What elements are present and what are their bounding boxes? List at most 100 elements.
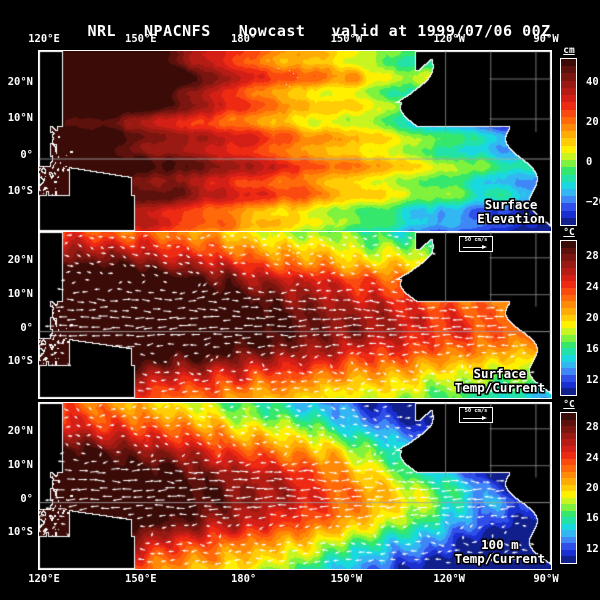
lat-tick-0: 20°N	[7, 254, 33, 267]
colorbar-band-18	[561, 530, 576, 537]
lon-tick-2: 180°	[230, 33, 257, 45]
colorbar-band-4	[561, 87, 576, 96]
colorbar-band-11	[561, 484, 576, 492]
colorbar-band-15	[561, 167, 576, 175]
colorbar-band-6	[561, 452, 576, 459]
colorbar-band-19	[561, 368, 576, 376]
colorbar-tick-label-2: 20	[586, 312, 599, 324]
colorbar-tick-label-1: 20	[586, 116, 599, 128]
colorbar-band-11	[561, 138, 576, 146]
colorbar-band-20	[561, 375, 576, 382]
colorbar-band-0	[561, 413, 576, 420]
colorbar-tick-label-4: 12	[586, 374, 599, 387]
colorbar-tick-label-1: 24	[586, 280, 599, 293]
colorbar-band-8	[561, 294, 576, 302]
vector-scale-label-panel-3: 50 cm/s	[464, 408, 488, 414]
lon-tick-0: 120°E	[28, 33, 60, 45]
colorbar-band-9	[561, 471, 576, 479]
colorbar-band-6	[561, 102, 576, 110]
lon-tick-3: 150°W	[330, 33, 363, 45]
colorbar-band-3	[561, 432, 576, 440]
colorbar-band-20	[561, 203, 576, 211]
panel-label-surface-elevation: Surface Elevation	[477, 197, 545, 226]
colorbar-band-11	[561, 314, 576, 322]
colorbar-band-14	[561, 504, 576, 511]
colorbar-band-9	[561, 123, 576, 132]
panel-label-surface-temp-current: Surface Temp/Current	[454, 366, 545, 395]
map-panel-100m-temp-current[interactable]: 50 cm/s 100 m Temp/Current	[38, 402, 552, 570]
colorbar-band-22	[561, 217, 576, 226]
colorbar-tick-label-3: 16	[586, 512, 599, 525]
lat-tick-3: 10°S	[7, 526, 33, 539]
colorbar-band-9	[561, 301, 576, 309]
lat-tick-2: 0°	[20, 492, 33, 505]
colorbar-band-17	[561, 523, 576, 531]
lon-tick-1: 150°E	[124, 33, 157, 45]
colorbar-band-5	[561, 274, 576, 282]
colorbar-band-4	[561, 267, 576, 275]
colorbar-band-18	[561, 188, 576, 197]
colorbar-ticks-1: 40 20 0 −20	[580, 58, 600, 226]
lon-tick-5: 90°W	[533, 33, 559, 45]
colorbar-band-21	[561, 210, 576, 218]
colorbar-gradient-3	[560, 412, 577, 564]
vector-scale-arrow-icon	[463, 244, 489, 250]
colorbar-surface-temp: °C 28 24 20 16 12	[558, 227, 600, 396]
latitude-axis-panel-1: 20°N 10°N 0° 10°S	[0, 50, 36, 232]
longitude-axis-top: 120°E 150°E 180° 150°W 120°W 90°W	[0, 33, 600, 47]
colorbar-band-1	[561, 247, 576, 255]
colorbar-tick-label-3: 16	[586, 343, 599, 356]
colorbar-band-12	[561, 321, 576, 329]
colorbar-band-16	[561, 174, 576, 182]
colorbar-band-15	[561, 341, 576, 349]
colorbar-tick-label-0: 40	[586, 76, 599, 88]
colorbar-band-0	[561, 241, 576, 248]
colorbar-band-7	[561, 109, 576, 117]
latitude-axis-panel-2: 20°N 10°N 0° 10°S	[0, 231, 36, 399]
colorbar-unit-cm: cm	[563, 45, 575, 56]
colorbar-band-10	[561, 308, 576, 315]
colorbar-band-17	[561, 181, 576, 189]
map-panel-surface-temp-current[interactable]: 50 cm/s Surface Temp/Current	[38, 231, 552, 399]
lat-tick-2: 0°	[20, 148, 33, 161]
map-panel-surface-elevation[interactable]: Surface Elevation	[38, 50, 552, 232]
colorbar-band-8	[561, 116, 576, 124]
colorbar-band-6	[561, 281, 576, 288]
colorbar-band-10	[561, 131, 576, 139]
colorbar-band-4	[561, 439, 576, 446]
header-agency: NRL	[87, 22, 117, 40]
colorbar-tick-label-4: 12	[586, 542, 599, 555]
colorbar-band-22	[561, 388, 576, 396]
lon-tick-2: 180°	[230, 573, 257, 585]
colorbar-band-10	[561, 478, 576, 485]
colorbar-band-14	[561, 160, 576, 168]
header-run-type: Nowcast	[238, 22, 306, 40]
colorbar-band-3	[561, 261, 576, 268]
latitude-axis-panel-3: 20°N 10°N 0° 10°S	[0, 402, 36, 570]
longitude-axis-bottom: 120°E 150°E 180° 150°W 120°W 90°W	[0, 573, 600, 587]
colorbar-ticks-2: 28 24 20 16 12	[580, 240, 600, 396]
map-raster-surface-elevation	[39, 51, 551, 231]
colorbar-band-16	[561, 517, 576, 524]
colorbar-gradient-1	[560, 58, 577, 226]
vector-scale-box-panel-2: 50 cm/s	[459, 236, 493, 253]
colorbar-band-13	[561, 497, 576, 505]
colorbar-ticks-3: 28 24 20 16 12	[580, 412, 600, 564]
colorbar-tick-label-0: 28	[586, 249, 599, 262]
colorbar-band-16	[561, 348, 576, 355]
lat-tick-0: 20°N	[7, 425, 33, 438]
lat-tick-1: 10°N	[7, 288, 33, 300]
lat-tick-0: 20°N	[7, 75, 33, 88]
colorbar-band-2	[561, 254, 576, 262]
colorbar-gradient-2	[560, 240, 577, 396]
vector-scale-label-panel-2: 50 cm/s	[464, 237, 488, 243]
colorbar-band-13	[561, 328, 576, 335]
lon-tick-5: 90°W	[533, 573, 559, 585]
colorbar-band-19	[561, 536, 576, 544]
map-raster-100m-temp-current	[39, 403, 551, 569]
lat-tick-1: 10°N	[7, 112, 33, 125]
colorbar-unit-degc-2: °C	[563, 399, 575, 410]
lat-tick-3: 10°S	[7, 355, 33, 368]
colorbar-band-17	[561, 354, 576, 362]
map-raster-surface-temp-current	[39, 232, 551, 398]
